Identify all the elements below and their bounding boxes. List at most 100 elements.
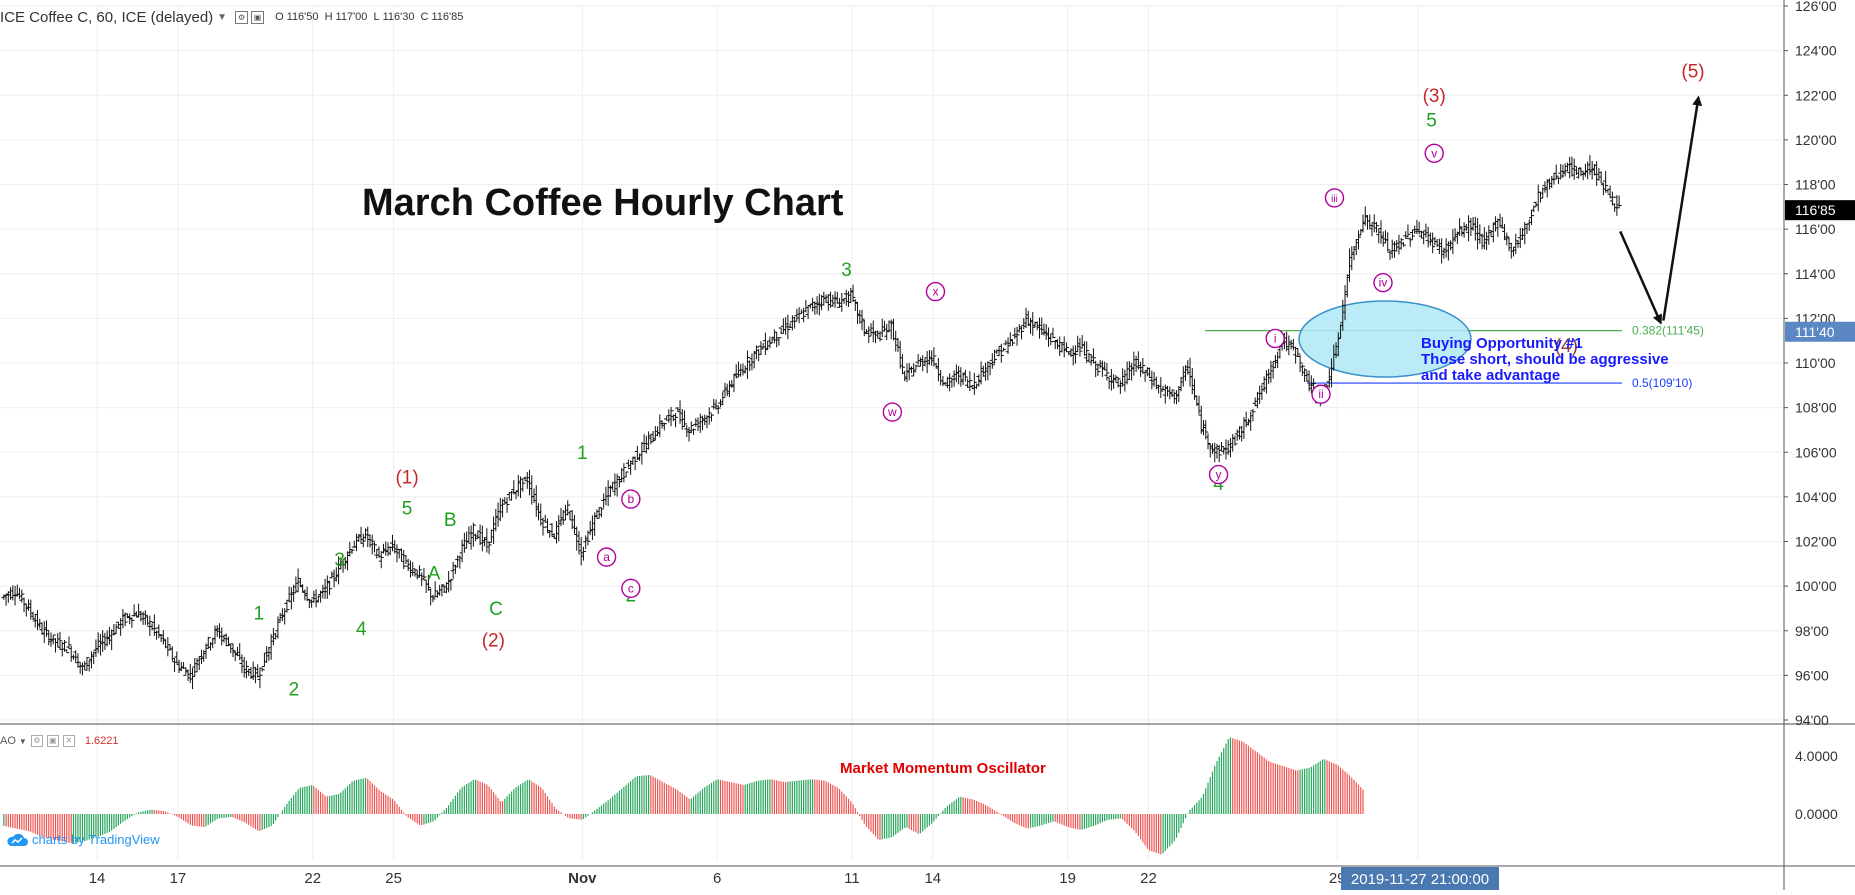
ohlc-bar bbox=[1072, 345, 1078, 364]
crosshair-time-bg bbox=[1341, 867, 1499, 890]
ohlc-bar bbox=[733, 364, 739, 379]
ohlc-bar bbox=[1504, 232, 1510, 246]
circled-wave-label: x bbox=[925, 281, 946, 302]
ohlc-bar bbox=[1140, 357, 1146, 375]
close-icon[interactable]: ✕ bbox=[62, 735, 75, 747]
wave-label: C bbox=[489, 599, 503, 620]
ohlc-bar bbox=[691, 428, 697, 435]
ohlc-bar bbox=[142, 610, 148, 625]
crosshair-time-text: 2019-11-27 21:00:00 bbox=[1351, 871, 1489, 888]
ohlc-bar bbox=[621, 463, 627, 483]
ohlc-bars-layer bbox=[1, 154, 1622, 690]
ohlc-bar bbox=[1356, 230, 1362, 250]
annotation-text: and take advantage bbox=[1421, 367, 1560, 384]
chevron-down-icon[interactable]: ▼ bbox=[217, 11, 228, 23]
price-badge-text: 111'40 bbox=[1795, 324, 1835, 340]
ohlc-bar bbox=[425, 574, 431, 591]
wave-label-text: b bbox=[628, 492, 635, 506]
price-tick-label: 104'00 bbox=[1795, 489, 1837, 505]
wave-label: A bbox=[428, 563, 441, 584]
wave-label-circle bbox=[596, 547, 617, 567]
ohlc-bar bbox=[1531, 205, 1537, 213]
ohlc-bar bbox=[753, 345, 759, 360]
ohlc-bar bbox=[190, 668, 196, 690]
ohlc-bar bbox=[19, 589, 25, 603]
ohlc-bar bbox=[614, 473, 620, 497]
ohlc-readout: O 116'50 H 117'00 L 116'30 C 116'85 bbox=[275, 11, 466, 23]
price-tick-label: 116'00 bbox=[1795, 221, 1836, 237]
ohlc-bar bbox=[372, 542, 378, 553]
price-tick-label: 118'00 bbox=[1795, 177, 1836, 193]
ohlc-low-label: L bbox=[373, 11, 380, 23]
price-tick-label: 124'00 bbox=[1795, 43, 1837, 59]
ohlc-bar bbox=[1311, 378, 1317, 390]
wave-label-text: x bbox=[932, 285, 938, 299]
ohlc-bar bbox=[715, 405, 721, 414]
circled-wave-label: a bbox=[596, 547, 617, 567]
ohlc-bar bbox=[349, 548, 355, 554]
time-tick-label: 14 bbox=[924, 870, 941, 887]
projection-arrows-layer bbox=[1619, 95, 1703, 325]
ohlc-bar bbox=[1405, 224, 1411, 238]
chevron-down-icon[interactable]: ▼ bbox=[18, 736, 27, 746]
circled-wave-label: iv bbox=[1373, 272, 1393, 293]
wave-label: 3 bbox=[334, 550, 345, 571]
ohlc-bar bbox=[792, 316, 798, 329]
fib-level-label: 0.5(109'10) bbox=[1632, 376, 1692, 390]
price-badge[interactable]: 116'85 bbox=[1785, 200, 1855, 221]
ohlc-bar bbox=[1218, 441, 1224, 451]
oscillator-tick-label: 0.0000 bbox=[1795, 806, 1838, 822]
ohlc-bar bbox=[284, 600, 290, 613]
ohlc-bar bbox=[50, 634, 56, 645]
wave-label-circle bbox=[621, 489, 641, 509]
time-tick-label: 22 bbox=[1140, 870, 1157, 887]
target-zone-ellipse[interactable] bbox=[1298, 300, 1472, 378]
ohlc-bar bbox=[369, 534, 375, 555]
settings-icon[interactable]: ⚙ bbox=[235, 10, 249, 24]
time-tick-label: 25 bbox=[385, 870, 402, 887]
circled-wave-label: b bbox=[621, 489, 641, 509]
circled-wave-label: c bbox=[621, 578, 641, 599]
wave-label-text: w bbox=[887, 405, 897, 419]
wave-label-text: y bbox=[1216, 468, 1222, 482]
ohlc-bar bbox=[623, 471, 629, 478]
ohlc-bar bbox=[1430, 232, 1436, 254]
ohlc-bar bbox=[84, 656, 90, 671]
oscillator-tick-label: 4.0000 bbox=[1795, 748, 1838, 764]
format-icon[interactable]: ▣ bbox=[46, 735, 59, 747]
settings-icon[interactable]: ⚙ bbox=[30, 735, 43, 747]
ohlc-bar bbox=[1077, 338, 1083, 357]
circled-wave-label: v bbox=[1424, 143, 1444, 163]
ohlc-bar bbox=[64, 649, 70, 654]
tradingview-watermark[interactable]: charts by TradingView bbox=[6, 832, 160, 847]
ohlc-bar bbox=[1203, 420, 1209, 440]
format-icon[interactable]: ▣ bbox=[251, 10, 265, 24]
ohlc-bar bbox=[243, 660, 249, 679]
time-tick-label: 22 bbox=[304, 870, 321, 887]
time-tick-label: 17 bbox=[170, 870, 187, 887]
annotation-text: Those short, should be aggressive bbox=[1421, 351, 1669, 368]
ohlc-bar bbox=[850, 284, 856, 302]
symbol-title[interactable]: ICE Coffee C, 60, ICE (delayed) bbox=[0, 8, 214, 26]
circled-wave-label: w bbox=[882, 402, 903, 422]
ohlc-bar bbox=[122, 612, 128, 627]
ohlc-bar bbox=[66, 636, 72, 649]
wave-label-text: v bbox=[1431, 146, 1437, 160]
ohlc-bar bbox=[486, 541, 492, 555]
projection-arrow-down[interactable] bbox=[1619, 230, 1663, 325]
projection-arrow-up[interactable] bbox=[1662, 95, 1703, 321]
oscillator-name[interactable]: AO bbox=[0, 735, 16, 747]
price-badge[interactable]: 111'40 bbox=[1785, 321, 1855, 342]
ohlc-low-value: 116'30 bbox=[382, 11, 415, 23]
ohlc-bar bbox=[147, 615, 153, 636]
ohlc-open-value: 116'50 bbox=[286, 11, 319, 23]
ohlc-bar bbox=[1010, 339, 1016, 347]
circled-wave-label: ii bbox=[1311, 384, 1331, 404]
wave-label-circle bbox=[1373, 272, 1393, 293]
ohlc-bar bbox=[1250, 408, 1256, 422]
ohlc-bar bbox=[673, 413, 679, 428]
crosshair-time-badge[interactable]: 2019-11-27 21:00:00 bbox=[1341, 867, 1499, 890]
ohlc-bar bbox=[688, 421, 694, 434]
ohlc-bar bbox=[708, 413, 714, 422]
